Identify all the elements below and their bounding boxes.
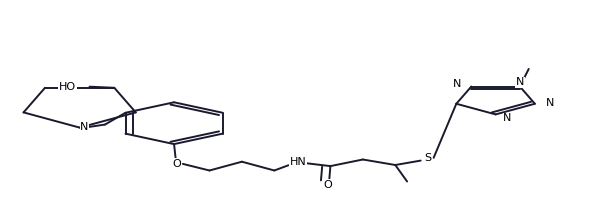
Text: N: N (80, 121, 88, 132)
Text: HO: HO (59, 82, 76, 92)
Text: N: N (503, 113, 512, 123)
Text: O: O (173, 159, 181, 169)
Text: O: O (323, 180, 332, 190)
Text: N: N (545, 98, 554, 108)
Text: HN: HN (290, 157, 306, 167)
Text: N: N (516, 77, 524, 87)
Text: N: N (453, 79, 461, 89)
Text: S: S (424, 153, 431, 163)
